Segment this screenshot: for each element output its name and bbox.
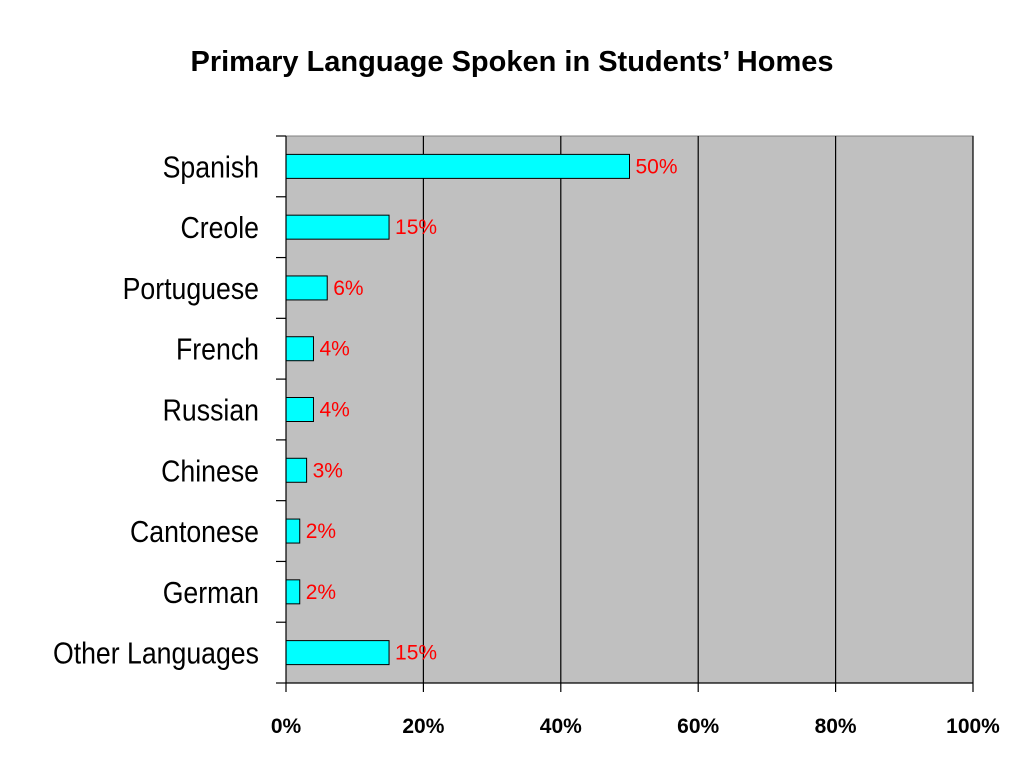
- x-tick-label: 40%: [540, 715, 582, 738]
- data-label: 2%: [306, 581, 336, 604]
- category-label: Chinese: [161, 454, 259, 488]
- bar: [285, 397, 314, 422]
- data-labels: 50% 15% 6% 4% 4% 3% 2% 2% 15%: [306, 155, 678, 664]
- category-labels: Spanish Creole Portuguese French Russian Chin…: [53, 151, 259, 672]
- category-label: Russian: [163, 394, 259, 428]
- bar: [285, 153, 630, 179]
- y-axis: [276, 135, 287, 684]
- data-label: 6%: [333, 277, 363, 300]
- bar: [285, 275, 328, 301]
- data-label: 3%: [313, 459, 343, 482]
- bar: [285, 214, 390, 240]
- x-tick-label: 0%: [271, 715, 302, 738]
- bar: [285, 336, 314, 362]
- category-label: Creole: [180, 211, 259, 245]
- x-tick-label: 20%: [402, 715, 444, 738]
- x-tick-label: 60%: [677, 715, 719, 738]
- plot-area: [285, 135, 974, 684]
- bar: [285, 457, 308, 483]
- data-label: 15%: [395, 216, 437, 239]
- x-axis: 0% 20% 40% 60% 80% 100%: [271, 682, 1000, 738]
- x-tick-label: 80%: [815, 715, 857, 738]
- category-label: Other Languages: [53, 637, 259, 671]
- chart-title: Primary Language Spoken in Students’ Hom…: [190, 46, 834, 78]
- gridlines: [422, 136, 974, 683]
- bar: [285, 579, 301, 605]
- category-label: Portuguese: [123, 272, 259, 306]
- category-label: Cantonese: [130, 515, 259, 549]
- category-label: French: [176, 333, 259, 367]
- data-label: 2%: [306, 520, 336, 543]
- data-label: 15%: [395, 642, 437, 665]
- bar: [285, 518, 301, 544]
- data-label: 50%: [636, 155, 678, 178]
- data-label: 4%: [319, 399, 349, 422]
- category-label: German: [163, 576, 259, 610]
- category-label: Spanish: [163, 151, 259, 185]
- x-tick-label: 100%: [946, 715, 1000, 738]
- bar: [285, 640, 390, 666]
- data-label: 4%: [319, 338, 349, 361]
- bars: [285, 153, 630, 666]
